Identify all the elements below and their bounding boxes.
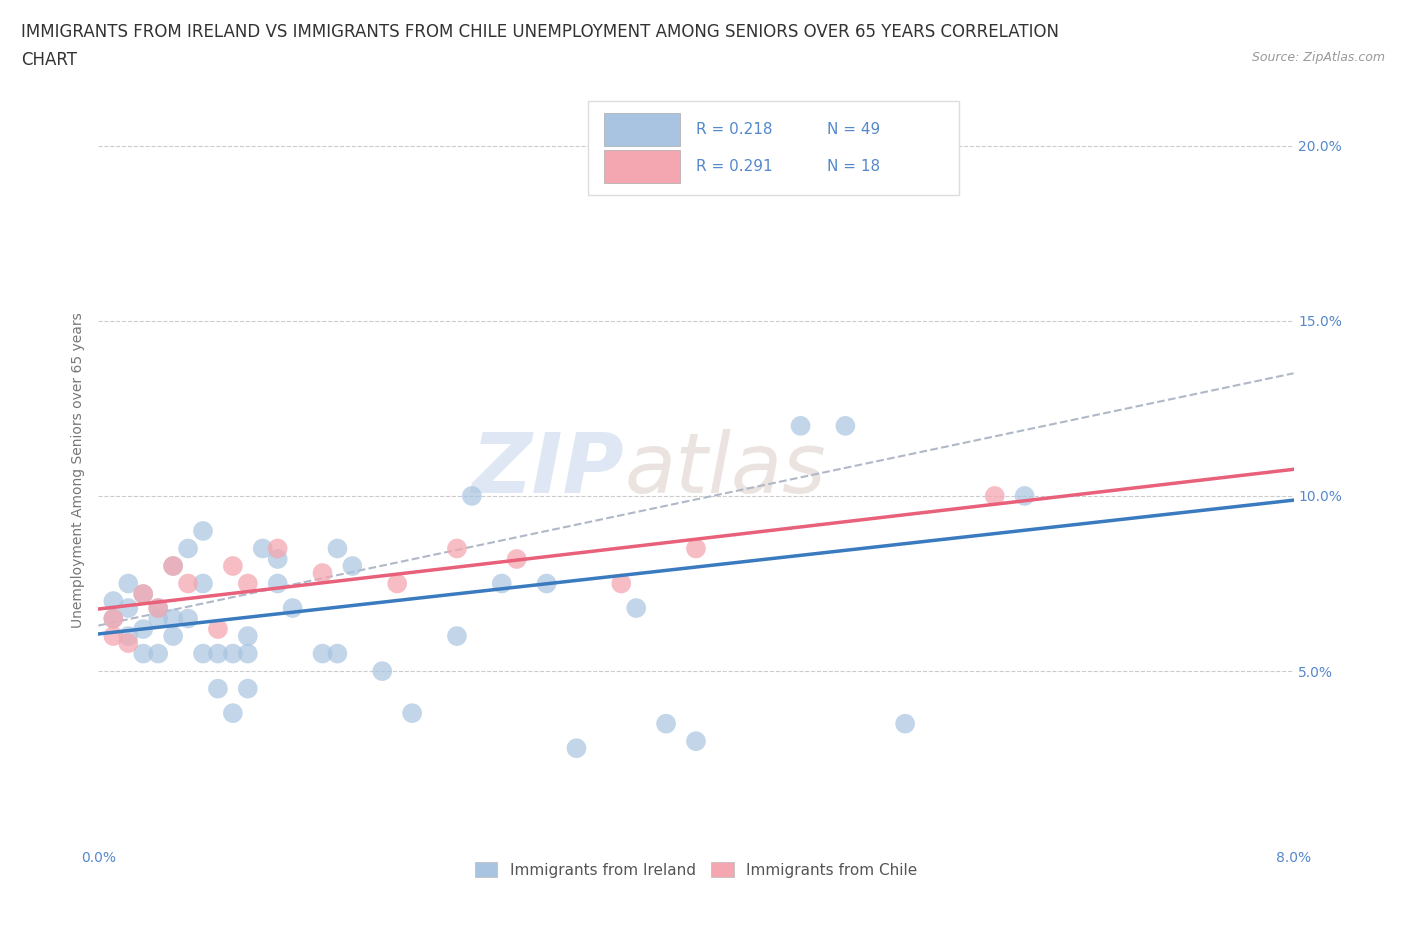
Point [103,629,125,644]
Point [236,646,259,661]
Point [685,541,707,556]
Point [267,541,290,556]
Point [207,646,229,661]
Point [326,646,349,661]
Point [162,559,184,574]
Point [446,541,468,556]
Text: R = 0.218: R = 0.218 [696,122,772,137]
Point [132,587,155,602]
Point [191,524,214,538]
Point [103,611,125,626]
Point [506,551,529,566]
Point [132,621,155,636]
Point [342,559,364,574]
Point [132,587,155,602]
Point [984,488,1007,503]
Point [610,576,633,591]
Point [311,565,333,580]
Point [177,541,200,556]
Point [267,576,290,591]
Point [236,576,259,591]
Point [207,621,229,636]
Text: CHART: CHART [21,51,77,69]
Point [281,601,304,616]
Point [148,611,170,626]
Point [117,601,139,616]
Point [191,576,214,591]
Point [1014,488,1036,503]
Point [222,706,245,721]
Point [162,629,184,644]
Point [834,418,856,433]
Point [626,601,648,616]
Text: N = 49: N = 49 [827,122,880,137]
Point [730,173,752,188]
Point [103,611,125,626]
Text: N = 18: N = 18 [827,159,880,174]
Point [222,559,245,574]
Text: ZIP: ZIP [471,429,624,511]
Point [177,611,200,626]
Point [311,646,333,661]
Point [117,635,139,650]
Point [371,664,394,679]
Point [789,418,811,433]
Point [222,646,245,661]
Point [252,541,274,556]
Point [207,681,229,696]
Point [162,611,184,626]
FancyBboxPatch shape [605,113,681,146]
Point [894,716,917,731]
Point [132,646,155,661]
Point [148,601,170,616]
Point [655,716,678,731]
Legend: Immigrants from Ireland, Immigrants from Chile: Immigrants from Ireland, Immigrants from… [468,856,924,884]
FancyBboxPatch shape [589,100,959,194]
Point [103,593,125,608]
Text: atlas: atlas [624,429,825,511]
Point [461,488,484,503]
Point [401,706,423,721]
Point [685,734,707,749]
Point [536,576,558,591]
Point [491,576,513,591]
Text: R = 0.291: R = 0.291 [696,159,772,174]
Point [236,681,259,696]
Point [565,741,588,756]
Point [385,576,409,591]
Point [177,576,200,591]
Point [191,646,214,661]
Y-axis label: Unemployment Among Seniors over 65 years: Unemployment Among Seniors over 65 years [70,312,84,628]
Point [326,541,349,556]
Point [117,629,139,644]
Text: IMMIGRANTS FROM IRELAND VS IMMIGRANTS FROM CHILE UNEMPLOYMENT AMONG SENIORS OVER: IMMIGRANTS FROM IRELAND VS IMMIGRANTS FR… [21,23,1059,41]
Text: Source: ZipAtlas.com: Source: ZipAtlas.com [1251,51,1385,64]
Point [236,629,259,644]
FancyBboxPatch shape [605,151,681,183]
Point [148,601,170,616]
Point [267,551,290,566]
Point [117,576,139,591]
Point [162,559,184,574]
Point [446,629,468,644]
Point [148,646,170,661]
